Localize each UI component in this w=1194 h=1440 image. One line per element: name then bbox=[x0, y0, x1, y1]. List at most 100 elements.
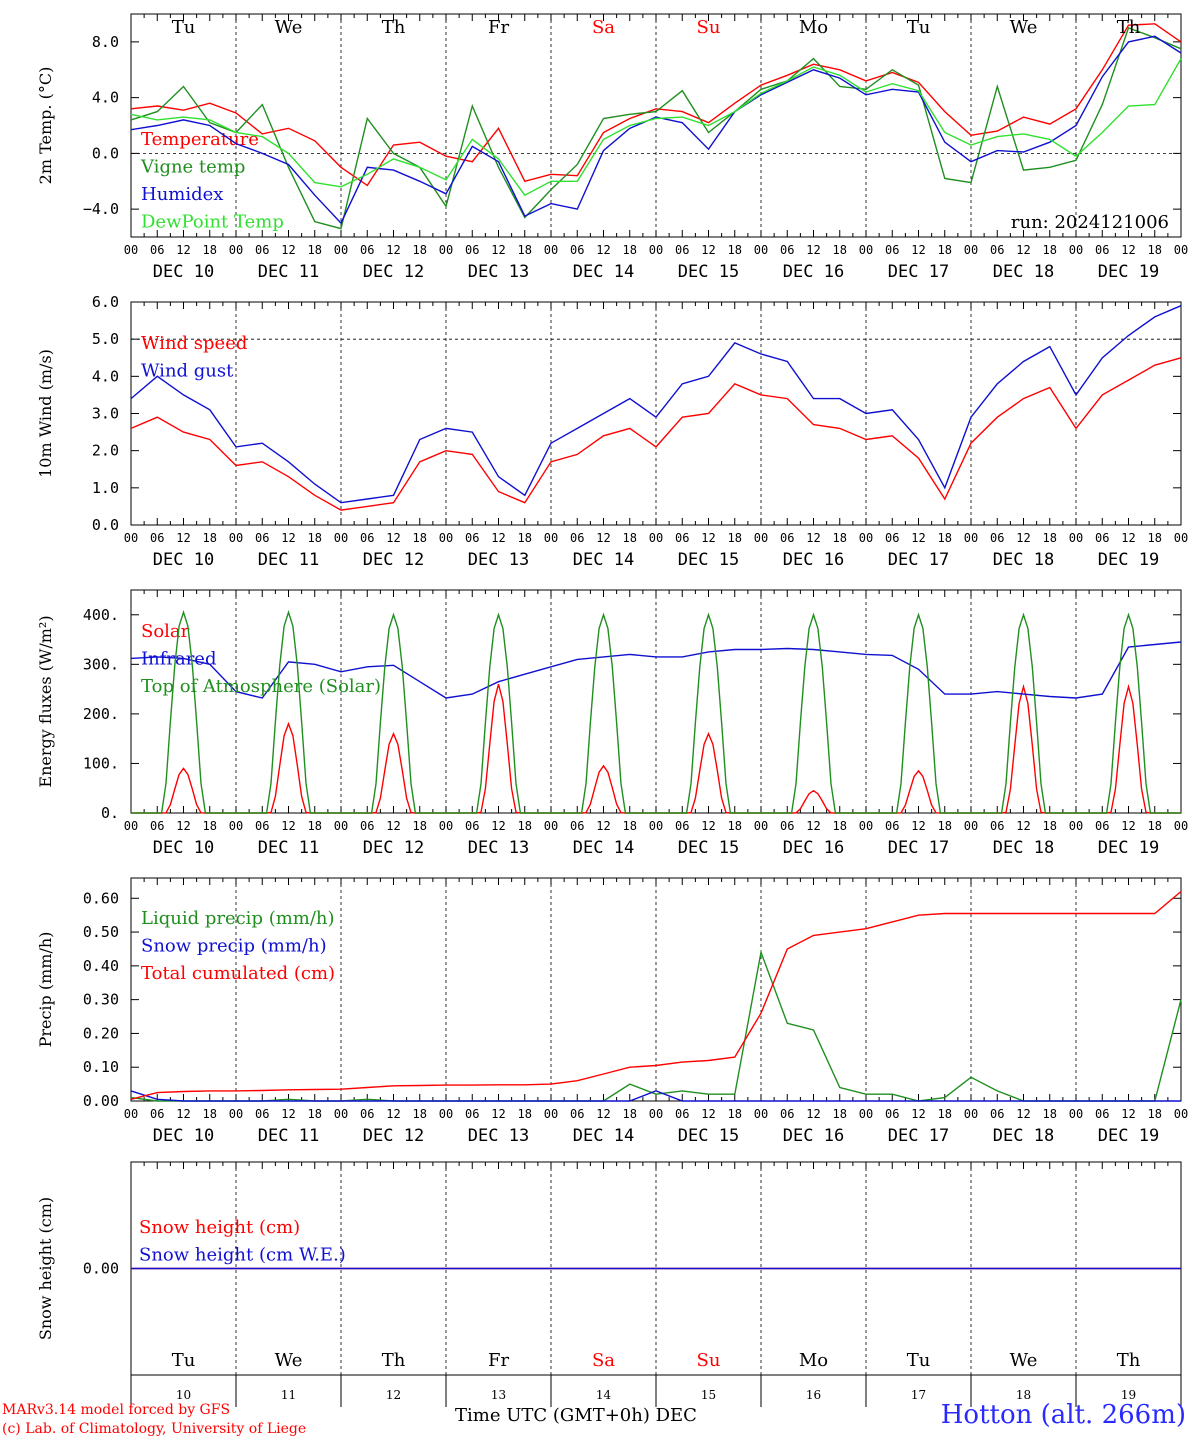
hour-label: 06 bbox=[780, 243, 794, 257]
date-label: DEC 10 bbox=[153, 262, 214, 282]
legend-label: Wind gust bbox=[141, 361, 234, 382]
hour-label: 06 bbox=[150, 1107, 164, 1121]
date-label: DEC 11 bbox=[258, 262, 319, 282]
hour-label: 06 bbox=[360, 1107, 374, 1121]
hour-label: 06 bbox=[675, 531, 689, 545]
hour-label: 06 bbox=[885, 819, 899, 833]
hour-label: 00 bbox=[544, 819, 558, 833]
x-axis-title: Time UTC (GMT+0h) DEC bbox=[455, 1405, 697, 1426]
y-axis-title: Precip (mm/h) bbox=[36, 932, 55, 1048]
hour-label: 00 bbox=[649, 243, 663, 257]
y-tick-label: 4.0 bbox=[92, 89, 119, 107]
legend-label: DewPoint Temp bbox=[141, 212, 284, 233]
hour-label: 06 bbox=[150, 531, 164, 545]
panel-frame bbox=[130, 589, 1182, 814]
hour-label: 12 bbox=[491, 819, 505, 833]
series-line bbox=[130, 35, 1182, 225]
hour-label: 00 bbox=[439, 1107, 453, 1121]
hour-label: 00 bbox=[334, 1107, 348, 1121]
y-tick-label: 100. bbox=[83, 754, 119, 772]
day-number: 19 bbox=[1121, 1388, 1136, 1402]
hour-label: 18 bbox=[518, 531, 532, 545]
lab-credit: (c) Lab. of Climatology, University of L… bbox=[2, 1421, 307, 1437]
hour-label: 00 bbox=[229, 1107, 243, 1121]
hour-label: 12 bbox=[281, 243, 295, 257]
y-tick-label: 0.20 bbox=[83, 1024, 119, 1042]
hour-label: 00 bbox=[964, 819, 978, 833]
y-tick-label: 0.00 bbox=[83, 1260, 119, 1278]
hour-label: 00 bbox=[544, 1107, 558, 1121]
hour-label: 06 bbox=[990, 819, 1004, 833]
legend-label: Snow height (cm W.E.) bbox=[139, 1245, 346, 1266]
date-label: DEC 14 bbox=[573, 1126, 634, 1146]
hour-label: 12 bbox=[911, 243, 925, 257]
hour-label: 18 bbox=[1148, 531, 1162, 545]
hour-label: 06 bbox=[255, 819, 269, 833]
hour-label: 00 bbox=[334, 531, 348, 545]
date-label: DEC 18 bbox=[993, 838, 1054, 858]
hour-label: 06 bbox=[360, 531, 374, 545]
legend-label: Top of Atmosphere (Solar) bbox=[141, 676, 381, 697]
hour-label: 12 bbox=[911, 819, 925, 833]
panel-frame bbox=[130, 13, 1182, 238]
hour-label: 06 bbox=[990, 1107, 1004, 1121]
hour-label: 12 bbox=[1016, 1107, 1030, 1121]
hour-label: 00 bbox=[544, 531, 558, 545]
date-label: DEC 19 bbox=[1098, 838, 1159, 858]
hour-label: 00 bbox=[859, 243, 873, 257]
hour-label: 06 bbox=[465, 243, 479, 257]
hour-label: 00 bbox=[964, 243, 978, 257]
y-tick-label: 6.0 bbox=[92, 293, 119, 311]
hour-label: 00 bbox=[859, 1107, 873, 1121]
series-line bbox=[130, 357, 1182, 511]
hour-label: 00 bbox=[124, 819, 138, 833]
hour-label: 18 bbox=[308, 1107, 322, 1121]
legend-label: Infrared bbox=[141, 649, 216, 670]
day-number: 11 bbox=[281, 1388, 296, 1402]
day-number: 16 bbox=[806, 1388, 821, 1402]
day-name: Mo bbox=[799, 17, 828, 38]
hour-label: 12 bbox=[1121, 531, 1135, 545]
date-label: DEC 15 bbox=[678, 1126, 739, 1146]
hour-label: 06 bbox=[675, 819, 689, 833]
day-name: Tu bbox=[907, 17, 931, 38]
day-name: Mo bbox=[799, 1350, 828, 1371]
date-label: DEC 19 bbox=[1098, 550, 1159, 570]
hour-label: 18 bbox=[1043, 1107, 1057, 1121]
series-line bbox=[130, 26, 1182, 230]
hour-label: 12 bbox=[491, 531, 505, 545]
y-tick-label: 0.50 bbox=[83, 923, 119, 941]
day-number: 10 bbox=[176, 1388, 191, 1402]
hour-label: 06 bbox=[780, 531, 794, 545]
hour-label: 06 bbox=[675, 1107, 689, 1121]
hour-label: 06 bbox=[360, 243, 374, 257]
day-name: Tu bbox=[172, 17, 196, 38]
hour-label: 18 bbox=[833, 531, 847, 545]
date-label: DEC 18 bbox=[993, 262, 1054, 282]
hour-label: 12 bbox=[386, 819, 400, 833]
hour-label: 06 bbox=[1095, 531, 1109, 545]
date-label: DEC 11 bbox=[258, 550, 319, 570]
hour-label: 00 bbox=[754, 819, 768, 833]
hour-label: 12 bbox=[176, 243, 190, 257]
station-name: Hotton (alt. 266m) bbox=[940, 1400, 1186, 1430]
hour-label: 18 bbox=[728, 243, 742, 257]
date-label: DEC 14 bbox=[573, 838, 634, 858]
date-label: DEC 19 bbox=[1098, 1126, 1159, 1146]
hour-label: 12 bbox=[911, 531, 925, 545]
hour-label: 06 bbox=[255, 1107, 269, 1121]
hour-label: 18 bbox=[833, 819, 847, 833]
hour-label: 18 bbox=[1148, 819, 1162, 833]
hour-label: 00 bbox=[754, 243, 768, 257]
day-name: Su bbox=[697, 1350, 721, 1371]
hour-label: 12 bbox=[281, 1107, 295, 1121]
panel-frame bbox=[130, 301, 1182, 526]
date-label: DEC 12 bbox=[363, 262, 424, 282]
hour-label: 12 bbox=[491, 1107, 505, 1121]
series-line bbox=[130, 1090, 1181, 1102]
day-name: Tu bbox=[907, 1350, 931, 1371]
hour-label: 06 bbox=[675, 243, 689, 257]
hour-label: 06 bbox=[150, 819, 164, 833]
hour-label: 12 bbox=[1121, 243, 1135, 257]
date-label: DEC 16 bbox=[783, 550, 844, 570]
